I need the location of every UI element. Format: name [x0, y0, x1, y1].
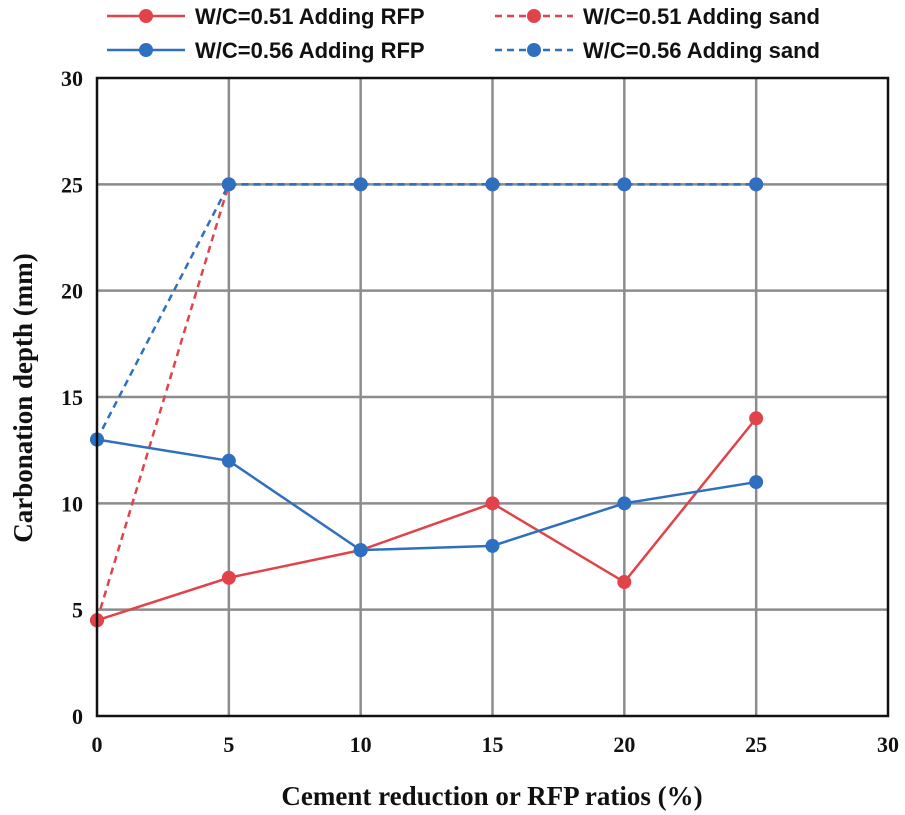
y-axis-ticks: 0 5 10 15 20 25 30: [61, 66, 83, 729]
y-tick-label-0: 0: [72, 704, 83, 729]
y-tick-label-5: 25: [61, 172, 83, 197]
series-3-point-1: [221, 177, 236, 192]
y-tick-label-4: 20: [61, 279, 83, 304]
y-tick-label-2: 10: [61, 491, 83, 516]
y-tick-label-6: 30: [61, 66, 83, 91]
series-0-point-1: [221, 570, 236, 585]
legend-label-0: W/C=0.51 Adding RFP: [195, 4, 425, 29]
series-markers: [90, 177, 764, 628]
legend-marker-1: [527, 9, 541, 23]
plot-frame: [95, 76, 890, 718]
series-3-point-5: [749, 177, 764, 192]
series-2-point-3: [485, 538, 500, 553]
series-2-point-1: [221, 453, 236, 468]
series-line-0: [96, 417, 758, 622]
series-0-point-5: [749, 411, 764, 426]
x-tick-label-4: 20: [613, 732, 635, 757]
legend-marker-2: [139, 43, 153, 57]
legend-marker-0: [139, 9, 153, 23]
x-axis-ticks: 0 5 10 15 20 25 30: [92, 732, 900, 757]
y-tick-label-3: 15: [61, 385, 83, 410]
x-tick-label-1: 5: [223, 732, 234, 757]
legend-label-1: W/C=0.51 Adding sand: [583, 4, 820, 29]
series-line-3: [95, 183, 757, 441]
x-axis-title: Cement reduction or RFP ratios (%): [281, 781, 702, 811]
legend-item-1: W/C=0.51 Adding sand: [495, 4, 820, 29]
x-tick-label-5: 25: [745, 732, 767, 757]
legend-label-3: W/C=0.56 Adding sand: [583, 38, 820, 63]
series-0-point-4: [617, 575, 632, 590]
x-tick-label-3: 15: [482, 732, 504, 757]
series-line-1: [95, 183, 757, 621]
series-3-point-2: [353, 177, 368, 192]
series-layer: [90, 177, 764, 628]
series-3-point-4: [617, 177, 632, 192]
series-line-2: [96, 438, 757, 552]
series-3-point-3: [485, 177, 500, 192]
x-tick-label-2: 10: [350, 732, 372, 757]
series-2-point-5: [749, 475, 764, 490]
series-2-point-2: [353, 543, 368, 558]
legend: W/C=0.51 Adding RFP W/C=0.51 Adding sand W…: [107, 4, 820, 63]
x-tick-label-6: 30: [877, 732, 899, 757]
series-0-point-3: [485, 496, 500, 511]
y-axis-title: Carbonation depth (mm): [8, 253, 38, 543]
series-lines: [95, 183, 758, 622]
grid: [97, 78, 888, 716]
legend-marker-3: [527, 43, 541, 57]
legend-item-3: W/C=0.56 Adding sand: [495, 38, 820, 63]
legend-item-2: W/C=0.56 Adding RFP: [107, 38, 425, 63]
x-tick-label-0: 0: [92, 732, 103, 757]
legend-label-2: W/C=0.56 Adding RFP: [195, 38, 425, 63]
series-2-point-4: [617, 496, 632, 511]
y-tick-label-1: 5: [72, 598, 83, 623]
legend-item-0: W/C=0.51 Adding RFP: [107, 4, 425, 29]
